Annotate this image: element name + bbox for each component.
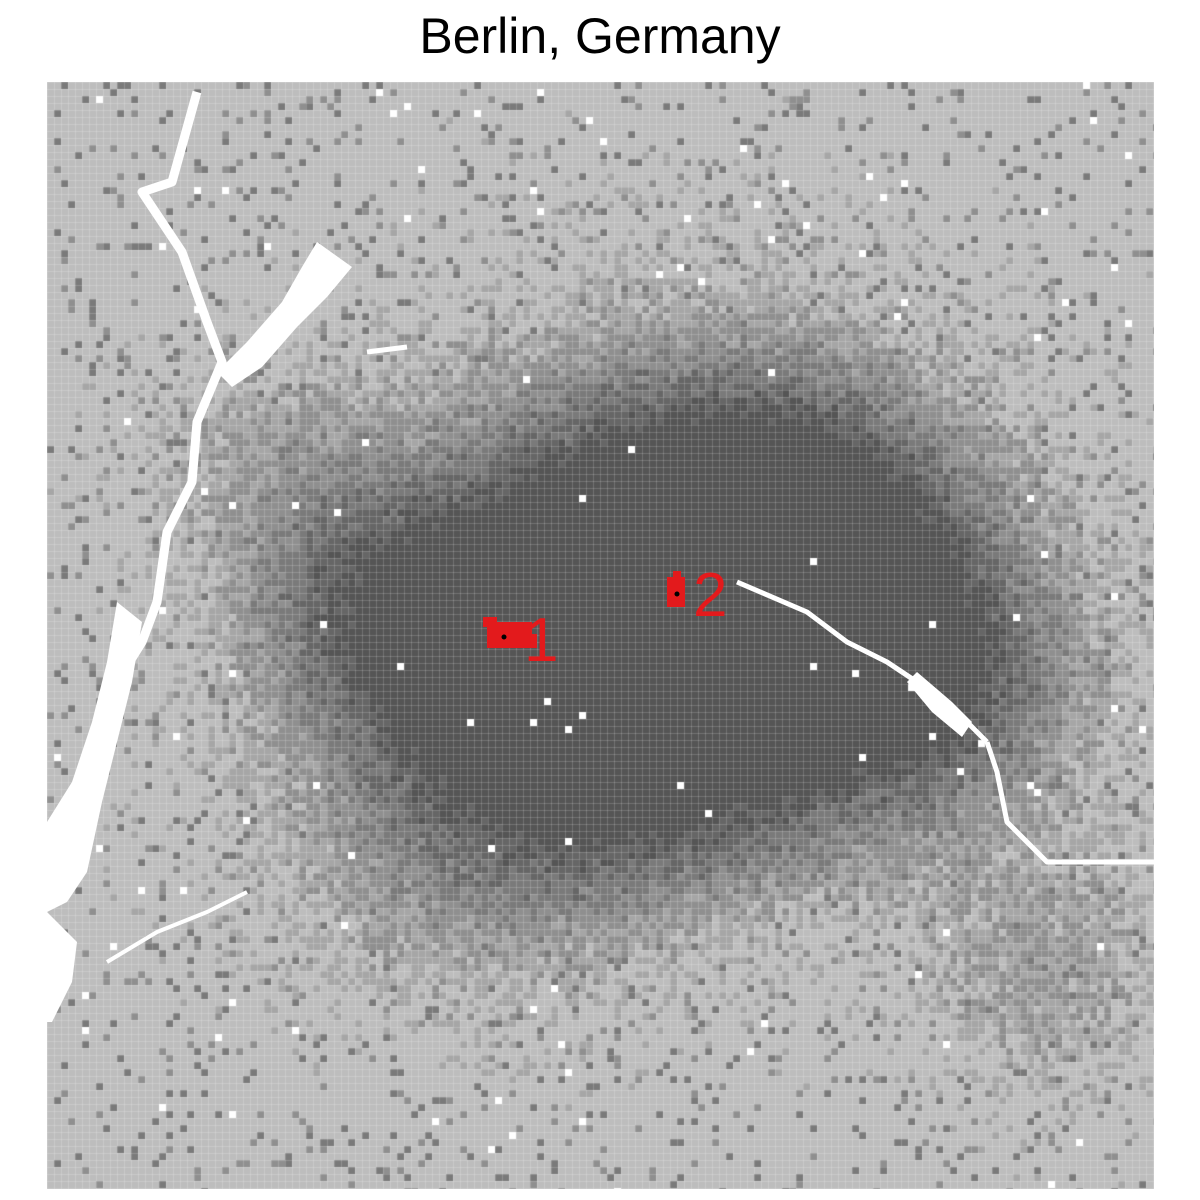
wannsee-lake-2: [47, 912, 77, 1022]
map-panel: 1 2: [47, 82, 1154, 1189]
center-1-dot: [501, 634, 507, 640]
spree-river-2: [984, 741, 1154, 865]
map-overlay: [47, 90, 1154, 1022]
wannsee-lake-1: [47, 602, 142, 912]
center-2-region-b: [673, 571, 681, 581]
density-raster: [47, 82, 1154, 1189]
center-2-dot: [674, 591, 680, 597]
canal-south-west: [105, 890, 248, 964]
water-layer: [47, 90, 1154, 1022]
havel-river: [113, 90, 227, 685]
center-layer: [483, 571, 685, 648]
map-title: Berlin, Germany: [419, 8, 781, 64]
tegel-lake: [217, 242, 352, 387]
water-segment-1: [366, 344, 408, 355]
center-1-region-b: [483, 617, 497, 627]
center-label-1: 1: [524, 606, 559, 675]
center-1-region-c: [525, 634, 537, 648]
rummelsburg-lake: [907, 672, 972, 737]
center-label-2: 2: [693, 561, 728, 630]
